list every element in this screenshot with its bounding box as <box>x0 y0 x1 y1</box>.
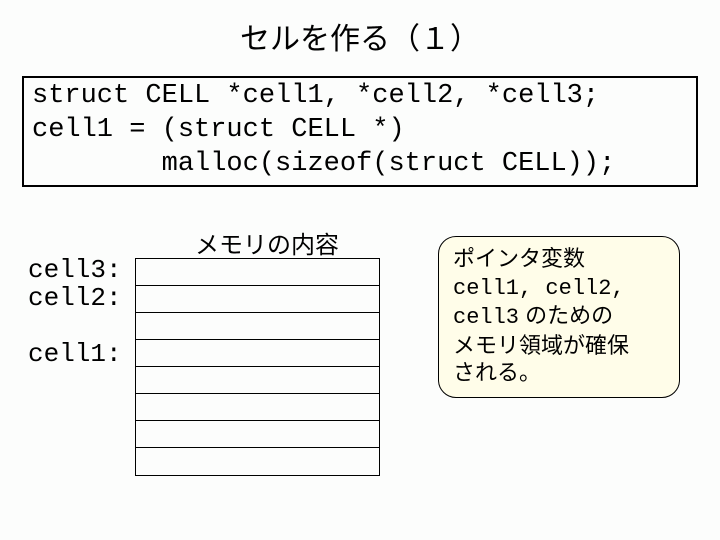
callout-text: ポインタ変数 cell1, cell2, cell3 のための メモリ領域が確保… <box>453 245 667 387</box>
cell1-label: cell1: <box>28 340 122 368</box>
callout-line1: ポインタ変数 <box>453 246 585 271</box>
memory-row <box>136 340 379 367</box>
memory-row <box>136 313 379 340</box>
memory-heading: メモリの内容 <box>195 225 339 260</box>
cell3-label: cell3: <box>28 256 122 284</box>
explanation-callout: ポインタ変数 cell1, cell2, cell3 のための メモリ領域が確保… <box>438 236 680 398</box>
callout-code-2: cell3 <box>453 305 519 330</box>
code-block: struct CELL *cell1, *cell2, *cell3; cell… <box>22 76 698 187</box>
callout-line2c: のための <box>519 303 613 328</box>
callout-line4: される。 <box>453 360 541 385</box>
memory-row <box>136 259 379 286</box>
memory-row <box>136 286 379 313</box>
cell-label-column: cell3: cell2: cell1: <box>28 256 122 368</box>
page-title: セルを作る（１） <box>0 0 720 76</box>
code-line-1: struct CELL *cell1, *cell2, *cell3; <box>32 81 599 111</box>
code-line-3: malloc(sizeof(struct CELL)); <box>32 149 615 179</box>
memory-row <box>136 394 379 421</box>
memory-row <box>136 448 379 475</box>
cell2-label: cell2: <box>28 284 122 312</box>
code-line-2: cell1 = (struct CELL *) <box>32 115 405 145</box>
callout-code-1: cell1, cell2, <box>453 276 625 301</box>
callout-line3: メモリ領域が確保 <box>453 333 629 358</box>
memory-table <box>135 258 380 476</box>
memory-row <box>136 367 379 394</box>
cell-label-gap <box>28 312 122 340</box>
memory-row <box>136 421 379 448</box>
